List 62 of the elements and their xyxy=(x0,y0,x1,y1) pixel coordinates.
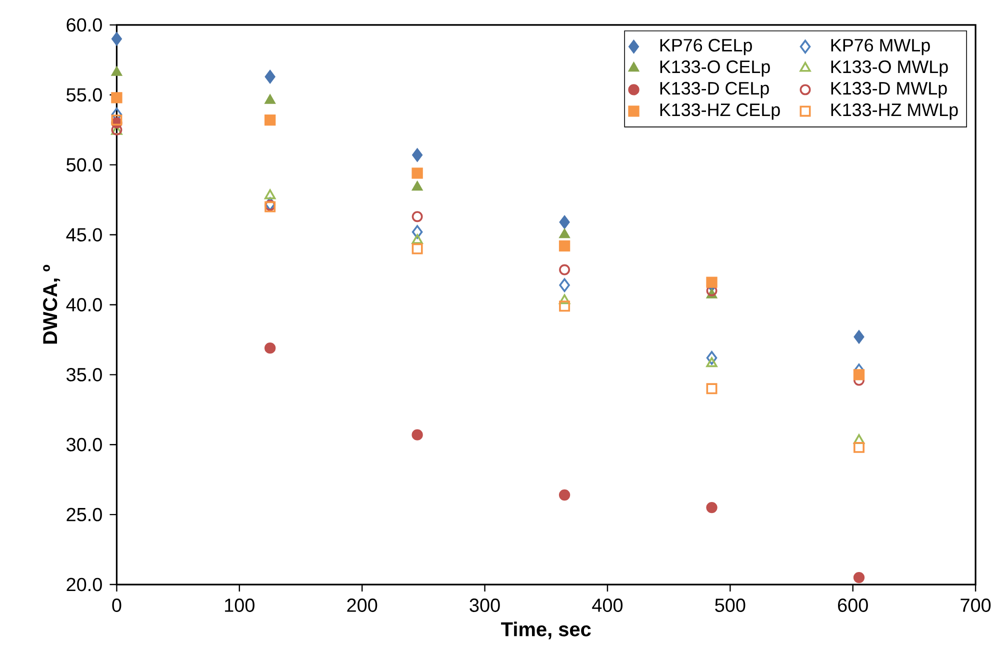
x-tick-label: 400 xyxy=(592,598,623,612)
y-axis-title: DWCA, º xyxy=(43,264,60,344)
point xyxy=(558,294,570,304)
legend-label: K133-O CELp xyxy=(660,60,770,77)
legend-label: K133-HZ MWLp xyxy=(831,103,958,120)
point xyxy=(111,92,122,104)
point xyxy=(706,350,718,365)
y-tick-label: 60.0 xyxy=(66,18,102,32)
y-tick-label: 35.0 xyxy=(66,368,102,382)
y-tick-label: 50.0 xyxy=(66,158,102,172)
point xyxy=(706,502,718,514)
point xyxy=(111,66,122,76)
x-tick-label: 500 xyxy=(715,598,746,612)
point xyxy=(264,70,276,84)
point xyxy=(559,264,570,276)
point xyxy=(854,330,864,344)
point xyxy=(412,234,423,244)
point xyxy=(706,276,718,288)
point xyxy=(853,572,865,583)
x-tick-label: 0 xyxy=(112,598,122,612)
point xyxy=(558,489,570,500)
point xyxy=(264,189,276,200)
point xyxy=(559,278,570,292)
x-tick-label: 300 xyxy=(470,598,500,612)
point xyxy=(412,210,423,222)
legend-label: KP76 CELp xyxy=(660,38,752,55)
point xyxy=(854,442,864,453)
point xyxy=(559,300,570,312)
point xyxy=(412,180,423,190)
point xyxy=(412,429,423,440)
y-tick-label: 25.0 xyxy=(66,508,102,522)
point xyxy=(111,32,122,46)
point xyxy=(412,224,423,239)
legend-label: K133-HZ CELp xyxy=(660,103,780,120)
x-tick-label: 100 xyxy=(225,598,254,612)
point xyxy=(264,114,276,126)
point xyxy=(412,148,423,162)
point xyxy=(412,243,423,254)
point xyxy=(264,342,276,354)
y-tick-label: 55.0 xyxy=(66,88,102,102)
x-tick-label: 700 xyxy=(960,598,991,612)
point xyxy=(706,357,718,367)
legend-label: KP76 MWLp xyxy=(831,38,930,55)
point xyxy=(264,94,276,104)
legend-label: K133-D CELp xyxy=(660,82,769,98)
x-tick-label: 600 xyxy=(838,598,868,612)
point xyxy=(412,167,423,179)
point xyxy=(558,240,570,252)
x-axis-title: Time, sec xyxy=(501,622,591,640)
y-tick-label: 30.0 xyxy=(66,438,102,452)
y-tick-label: 40.0 xyxy=(66,298,102,312)
y-tick-label: 20.0 xyxy=(66,578,102,592)
legend-label: K133-O MWLp xyxy=(831,60,948,77)
y-tick-label: 45.0 xyxy=(66,228,102,242)
point xyxy=(853,368,865,380)
legend-label: K133-D MWLp xyxy=(831,82,947,98)
point xyxy=(853,434,865,444)
point xyxy=(111,114,122,126)
x-tick-label: 200 xyxy=(347,598,378,612)
point xyxy=(559,215,570,230)
point xyxy=(706,383,718,394)
point xyxy=(558,228,570,238)
